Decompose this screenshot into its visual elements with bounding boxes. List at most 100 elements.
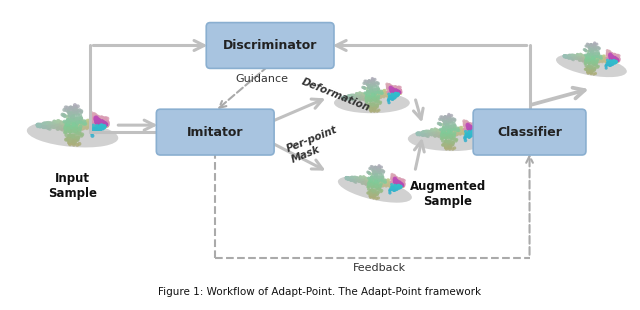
Point [77, 120, 87, 125]
Point [447, 142, 458, 147]
Point [444, 124, 454, 129]
Point [101, 122, 111, 127]
Point [455, 126, 465, 131]
Point [70, 104, 80, 109]
Point [573, 53, 583, 58]
Point [589, 54, 599, 59]
Point [394, 178, 404, 183]
Point [95, 122, 106, 127]
Point [442, 133, 452, 138]
Point [365, 99, 376, 104]
Point [364, 79, 374, 84]
Point [373, 181, 383, 186]
Point [594, 53, 604, 58]
Point [565, 53, 575, 58]
Point [463, 128, 474, 133]
Point [396, 182, 406, 187]
Point [385, 190, 395, 195]
Point [374, 108, 384, 113]
Point [360, 178, 370, 183]
Point [385, 187, 396, 192]
Point [376, 90, 387, 95]
Point [371, 165, 381, 170]
Point [359, 93, 369, 98]
Point [376, 94, 386, 99]
Point [68, 124, 79, 129]
Point [54, 126, 65, 131]
Point [356, 94, 366, 99]
Point [437, 135, 447, 140]
Point [461, 128, 471, 133]
Point [99, 122, 109, 127]
Point [73, 135, 83, 140]
Point [362, 180, 372, 185]
Point [67, 135, 77, 140]
Point [385, 184, 396, 188]
Point [372, 89, 383, 94]
Point [580, 67, 591, 72]
Point [469, 127, 479, 132]
Point [605, 56, 616, 61]
Point [589, 68, 600, 73]
Point [369, 81, 379, 86]
Point [375, 93, 385, 98]
Point [593, 54, 603, 59]
Point [357, 179, 367, 184]
Point [610, 58, 620, 63]
Point [417, 130, 428, 135]
Point [588, 57, 598, 62]
Point [446, 127, 456, 132]
Point [584, 59, 594, 64]
Point [383, 86, 393, 91]
Point [604, 61, 614, 66]
Point [393, 89, 403, 94]
Point [356, 92, 366, 97]
Point [592, 60, 602, 64]
Point [588, 49, 598, 54]
Point [444, 143, 454, 148]
Point [38, 125, 49, 130]
Point [585, 47, 595, 52]
Point [58, 120, 68, 125]
Point [471, 122, 481, 127]
Point [38, 122, 49, 127]
Point [87, 112, 97, 117]
Point [412, 131, 422, 136]
Point [373, 86, 383, 91]
Point [396, 180, 406, 185]
Point [397, 183, 408, 188]
Point [470, 127, 481, 132]
Point [390, 91, 400, 96]
Point [468, 127, 478, 132]
Point [442, 125, 452, 130]
Point [87, 125, 97, 130]
Point [608, 61, 618, 66]
Point [368, 191, 378, 196]
Point [369, 184, 379, 189]
Point [353, 94, 364, 99]
Point [352, 178, 362, 183]
Point [58, 127, 68, 132]
Point [607, 59, 617, 64]
Point [75, 131, 85, 136]
Point [586, 61, 596, 66]
Point [364, 105, 374, 110]
Point [468, 129, 478, 134]
Point [568, 53, 578, 58]
Point [100, 121, 110, 126]
Point [607, 52, 617, 57]
Point [367, 181, 378, 186]
Point [72, 127, 83, 132]
Point [396, 179, 406, 184]
Point [367, 78, 377, 83]
Point [450, 128, 460, 133]
Point [367, 95, 378, 100]
Point [569, 55, 579, 60]
Point [387, 182, 397, 187]
Point [392, 181, 402, 186]
Point [344, 176, 354, 181]
Point [88, 126, 99, 131]
Point [392, 90, 402, 95]
Point [449, 133, 460, 138]
Point [461, 130, 471, 135]
